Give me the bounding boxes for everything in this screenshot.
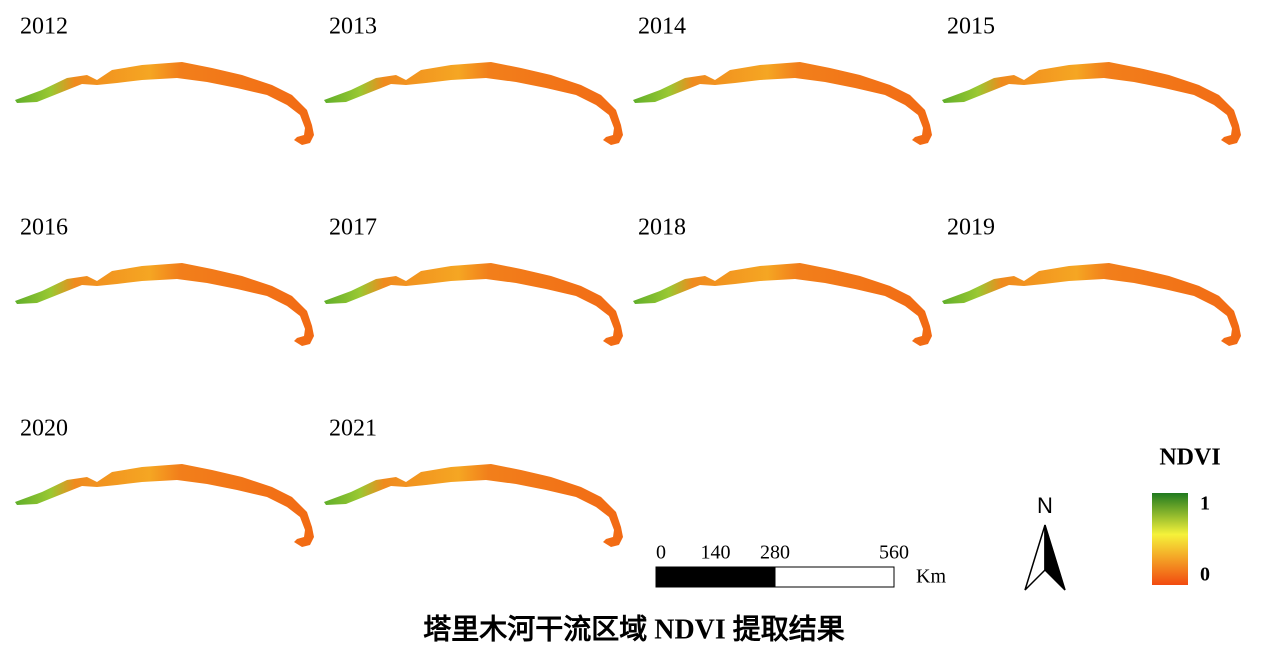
year-label: 2014 bbox=[638, 14, 686, 40]
year-label: 2013 bbox=[329, 14, 377, 40]
year-label: 2019 bbox=[947, 215, 995, 241]
scale-unit: Km bbox=[916, 566, 946, 588]
scale-tick-label: 280 bbox=[760, 542, 790, 564]
river-ndvi bbox=[324, 464, 623, 547]
map-panel: 2015 bbox=[942, 14, 1241, 145]
legend-title: NDVI bbox=[1159, 445, 1220, 471]
map-panel: 2017 bbox=[324, 215, 623, 346]
map-panel: 2020 bbox=[15, 416, 314, 547]
scale-segment bbox=[655, 566, 716, 588]
river-ndvi bbox=[15, 62, 314, 145]
north-arrow: N bbox=[1024, 493, 1066, 591]
year-label: 2016 bbox=[20, 215, 68, 241]
arrow-left bbox=[1024, 524, 1046, 591]
map-panels: 2012 2013 2014 2015 2016 2017 2018 2019 2020 2021 bbox=[15, 14, 1241, 547]
year-label: 2017 bbox=[329, 215, 377, 241]
map-panel: 2016 bbox=[15, 215, 314, 346]
legend-max: 1 bbox=[1200, 493, 1210, 515]
scale-tick-label: 140 bbox=[701, 542, 731, 564]
map-panel: 2013 bbox=[324, 14, 623, 145]
map-panel: 2019 bbox=[942, 215, 1241, 346]
map-panel: 2014 bbox=[633, 14, 932, 145]
arrow-right bbox=[1044, 524, 1066, 591]
legend-ramp bbox=[1152, 493, 1188, 585]
scale-tick-label: 0 bbox=[656, 542, 666, 564]
scale-bar: 0 140 280 560 bbox=[655, 542, 909, 588]
year-label: 2015 bbox=[947, 14, 995, 40]
map-panel: 2021 bbox=[324, 416, 623, 547]
map-panel: 2018 bbox=[633, 215, 932, 346]
caption: 塔里木河干流区域 NDVI 提取结果 bbox=[423, 613, 845, 645]
year-label: 2018 bbox=[638, 215, 686, 241]
river-ndvi bbox=[324, 62, 623, 145]
river-ndvi bbox=[942, 263, 1241, 346]
river-ndvi bbox=[15, 464, 314, 547]
river-ndvi bbox=[633, 62, 932, 145]
map-panel: 2012 bbox=[15, 14, 314, 145]
year-label: 2012 bbox=[20, 14, 68, 40]
scale-segment bbox=[715, 566, 776, 588]
river-ndvi bbox=[942, 62, 1241, 145]
year-label: 2021 bbox=[329, 416, 377, 442]
year-label: 2020 bbox=[20, 416, 68, 442]
river-ndvi bbox=[15, 263, 314, 346]
north-label: N bbox=[1037, 493, 1053, 518]
scale-tick-label: 560 bbox=[879, 542, 909, 564]
river-ndvi bbox=[324, 263, 623, 346]
legend-min: 0 bbox=[1200, 564, 1210, 586]
scale-segment bbox=[774, 566, 895, 588]
river-ndvi bbox=[633, 263, 932, 346]
